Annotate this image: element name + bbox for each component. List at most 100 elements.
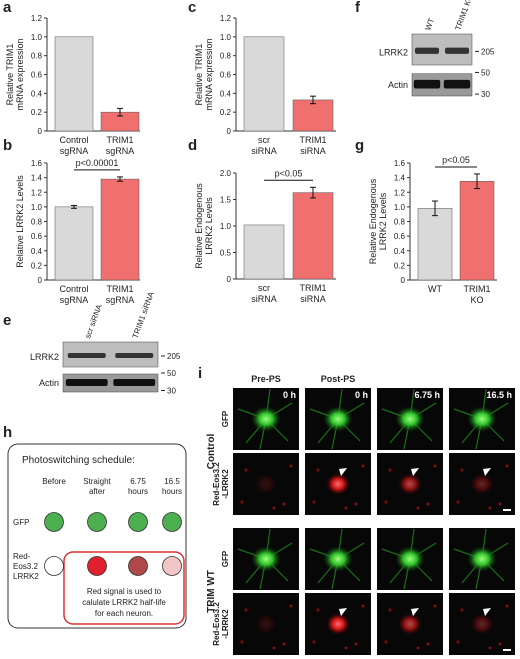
y-tick-label: 2.0	[220, 169, 232, 178]
speck	[272, 506, 276, 510]
band	[415, 47, 439, 54]
y-tick-label: 0.5	[220, 249, 232, 258]
phase-label: Pre-PS	[251, 374, 281, 384]
speck	[488, 646, 492, 650]
speck	[460, 468, 464, 472]
arrowhead	[483, 608, 491, 616]
speck	[282, 642, 286, 646]
x-tick-label: TRIM1 sgRNA	[106, 135, 135, 156]
schedule-dot	[44, 512, 64, 532]
group-label: TRIM WT	[206, 570, 217, 613]
column-label: 6.75 hours	[128, 477, 148, 496]
marker-label: 50	[481, 68, 490, 77]
panel-letter: e	[3, 312, 11, 329]
time-label: 16.5 h	[486, 390, 512, 400]
y-tick-label: 1.6	[394, 159, 406, 168]
speck	[433, 464, 437, 468]
red-signal	[470, 613, 494, 635]
x-tick-label: Control sgRNA	[59, 135, 88, 156]
soma	[323, 546, 353, 572]
y-tick-label: 1.0	[31, 33, 43, 42]
speck	[388, 608, 392, 612]
arrowhead	[483, 468, 491, 476]
speck	[244, 468, 248, 472]
marker-label: 30	[167, 387, 176, 396]
panel-letter: c	[188, 0, 196, 16]
y-tick-label: 0.6	[31, 71, 43, 80]
y-axis-label: Relative Endogenous	[368, 178, 378, 264]
band	[65, 379, 108, 386]
speck	[240, 500, 244, 504]
column-label: 16.5 hours	[162, 477, 182, 496]
schedule-dot	[162, 556, 182, 576]
speck	[426, 642, 430, 646]
schedule-dot	[128, 512, 148, 532]
y-tick-label: 0.2	[31, 108, 43, 117]
y-tick-label: 0.4	[31, 247, 43, 256]
note: Red signal is used to	[87, 587, 162, 596]
marker-label: 205	[481, 47, 495, 56]
schedule-dot	[128, 556, 148, 576]
soma	[395, 406, 425, 432]
speck	[289, 604, 293, 608]
x-tick-label: TRIM1 sgRNA	[106, 284, 135, 305]
y-tick-label: 0.8	[394, 218, 406, 227]
band	[113, 379, 156, 386]
y-tick-label: 0.2	[220, 108, 232, 117]
y-tick-label: 0	[227, 275, 232, 284]
red-signal	[326, 613, 350, 635]
schedule-title: Photoswitching schedule:	[22, 455, 135, 466]
soma	[395, 546, 425, 572]
y-tick-label: 1.2	[220, 14, 232, 23]
panel-letter: g	[355, 137, 364, 154]
row-label: GFP	[221, 550, 230, 567]
y-tick-label: 1.2	[394, 188, 406, 197]
column-label: Straight after	[83, 477, 111, 496]
y-axis-label: Relative Endogenous	[194, 183, 204, 269]
speck	[289, 464, 293, 468]
arrowhead	[411, 608, 419, 616]
panel-letter: b	[3, 137, 12, 154]
panel-letter: d	[188, 137, 197, 154]
speck	[384, 500, 388, 504]
note: calulate LRRK2 half-life	[82, 598, 166, 607]
soma	[251, 546, 281, 572]
schedule-box	[7, 443, 187, 629]
y-tick-label: 0.8	[220, 52, 232, 61]
marker-label: 50	[167, 369, 176, 378]
y-tick-label: 1.2	[31, 188, 43, 197]
bar	[417, 208, 453, 281]
x-tick-label: Control sgRNA	[59, 284, 88, 305]
y-tick-label: 0.2	[394, 261, 406, 270]
arrowhead	[411, 468, 419, 476]
panel-letter: a	[3, 0, 12, 16]
panel-letter: f	[355, 0, 361, 16]
row-label: GFP	[221, 410, 230, 427]
y-tick-label: 0.6	[31, 232, 43, 241]
speck	[244, 608, 248, 612]
panel-letter: h	[3, 424, 12, 441]
arrowhead	[339, 608, 347, 616]
y-tick-label: 0.8	[31, 52, 43, 61]
band-label: Actin	[39, 378, 59, 388]
x-tick-label: scr siRNA	[251, 135, 277, 156]
blot-lower	[411, 73, 473, 97]
speck	[316, 468, 320, 472]
y-axis-label: LRRK2 Levels	[204, 197, 214, 255]
red-signal	[398, 473, 422, 495]
y-tick-label: 0	[38, 276, 43, 285]
y-tick-label: 0.8	[31, 218, 43, 227]
speck	[416, 646, 420, 650]
red-signal	[254, 613, 278, 635]
speck	[388, 468, 392, 472]
speck	[498, 502, 502, 506]
blot-lower	[62, 373, 159, 393]
speck	[488, 506, 492, 510]
speck	[282, 502, 286, 506]
speck	[505, 464, 509, 468]
bar	[292, 99, 334, 132]
bar	[54, 206, 94, 281]
soma	[251, 406, 281, 432]
row-label: Red-Eos3.2	[212, 602, 221, 646]
